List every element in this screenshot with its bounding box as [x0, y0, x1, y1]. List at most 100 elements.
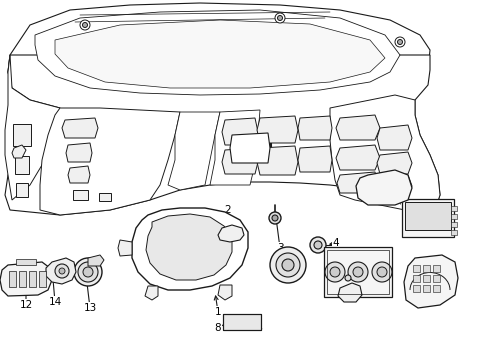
- Circle shape: [376, 267, 386, 277]
- Polygon shape: [336, 172, 377, 193]
- Circle shape: [80, 20, 90, 30]
- Bar: [223, 314, 261, 330]
- Circle shape: [313, 241, 321, 249]
- Polygon shape: [329, 95, 439, 210]
- Bar: [8, 271, 16, 287]
- Polygon shape: [8, 3, 429, 112]
- Circle shape: [268, 212, 281, 224]
- Bar: [13, 124, 31, 146]
- Bar: [39, 271, 45, 287]
- Polygon shape: [132, 208, 247, 290]
- Polygon shape: [297, 146, 331, 172]
- Bar: [450, 213, 456, 219]
- Circle shape: [59, 268, 65, 274]
- Bar: [223, 314, 261, 330]
- Circle shape: [83, 267, 93, 277]
- Polygon shape: [209, 110, 260, 185]
- Polygon shape: [297, 116, 331, 140]
- Bar: [422, 284, 428, 292]
- Bar: [450, 230, 456, 234]
- Polygon shape: [335, 145, 379, 170]
- Bar: [450, 206, 456, 211]
- Polygon shape: [68, 166, 90, 183]
- Bar: [412, 265, 419, 271]
- Text: 8: 8: [214, 323, 221, 333]
- Bar: [431, 274, 439, 282]
- Polygon shape: [218, 285, 231, 300]
- Bar: [412, 274, 419, 282]
- Circle shape: [74, 258, 102, 286]
- Polygon shape: [12, 145, 26, 158]
- Polygon shape: [222, 118, 258, 145]
- Circle shape: [277, 15, 282, 21]
- Text: 11: 11: [383, 187, 396, 197]
- Polygon shape: [257, 116, 297, 143]
- Text: 1: 1: [214, 307, 221, 317]
- Polygon shape: [5, 55, 439, 215]
- Polygon shape: [118, 240, 132, 256]
- Text: 14: 14: [48, 297, 61, 307]
- Polygon shape: [376, 175, 411, 196]
- Polygon shape: [218, 225, 244, 242]
- Text: 10: 10: [443, 213, 456, 223]
- Polygon shape: [62, 118, 98, 138]
- Polygon shape: [35, 10, 399, 95]
- Bar: [326, 250, 388, 294]
- Polygon shape: [146, 214, 231, 280]
- Circle shape: [371, 262, 391, 282]
- Text: 2: 2: [224, 205, 231, 215]
- Polygon shape: [40, 108, 180, 215]
- Polygon shape: [145, 286, 158, 300]
- Polygon shape: [168, 112, 220, 190]
- Polygon shape: [46, 258, 76, 284]
- Circle shape: [309, 237, 325, 253]
- Polygon shape: [55, 20, 384, 88]
- Bar: [412, 284, 419, 292]
- Bar: [431, 284, 439, 292]
- Text: 7: 7: [364, 288, 370, 298]
- Circle shape: [397, 40, 402, 45]
- Text: 13: 13: [83, 303, 97, 313]
- Text: 12: 12: [20, 300, 33, 310]
- Bar: [431, 265, 439, 271]
- Polygon shape: [355, 170, 411, 205]
- Bar: [19, 271, 25, 287]
- Text: 4: 4: [332, 238, 339, 248]
- Bar: [15, 156, 29, 174]
- Bar: [422, 274, 428, 282]
- Circle shape: [325, 262, 345, 282]
- Polygon shape: [376, 125, 411, 150]
- Text: 9: 9: [438, 290, 445, 300]
- Bar: [99, 193, 111, 201]
- Bar: [28, 271, 36, 287]
- Polygon shape: [222, 148, 258, 174]
- Circle shape: [82, 22, 87, 27]
- Circle shape: [275, 253, 299, 277]
- Circle shape: [274, 13, 285, 23]
- Polygon shape: [0, 262, 52, 296]
- Circle shape: [329, 267, 339, 277]
- Polygon shape: [66, 143, 92, 162]
- Polygon shape: [403, 255, 457, 308]
- Polygon shape: [376, 152, 411, 174]
- Text: 5: 5: [288, 251, 295, 261]
- Bar: [16, 183, 28, 197]
- Bar: [324, 247, 391, 297]
- Polygon shape: [229, 133, 269, 163]
- Bar: [72, 190, 87, 200]
- Polygon shape: [5, 55, 60, 200]
- Circle shape: [282, 259, 293, 271]
- Bar: [450, 221, 456, 226]
- Circle shape: [271, 215, 278, 221]
- Circle shape: [345, 275, 350, 281]
- Polygon shape: [337, 283, 361, 302]
- Circle shape: [394, 37, 404, 47]
- Polygon shape: [257, 146, 297, 175]
- Polygon shape: [335, 115, 379, 140]
- Text: 3: 3: [276, 243, 283, 253]
- Bar: [16, 259, 36, 265]
- Bar: [401, 199, 453, 237]
- Bar: [422, 265, 428, 271]
- Circle shape: [352, 267, 362, 277]
- Text: 6: 6: [358, 290, 365, 300]
